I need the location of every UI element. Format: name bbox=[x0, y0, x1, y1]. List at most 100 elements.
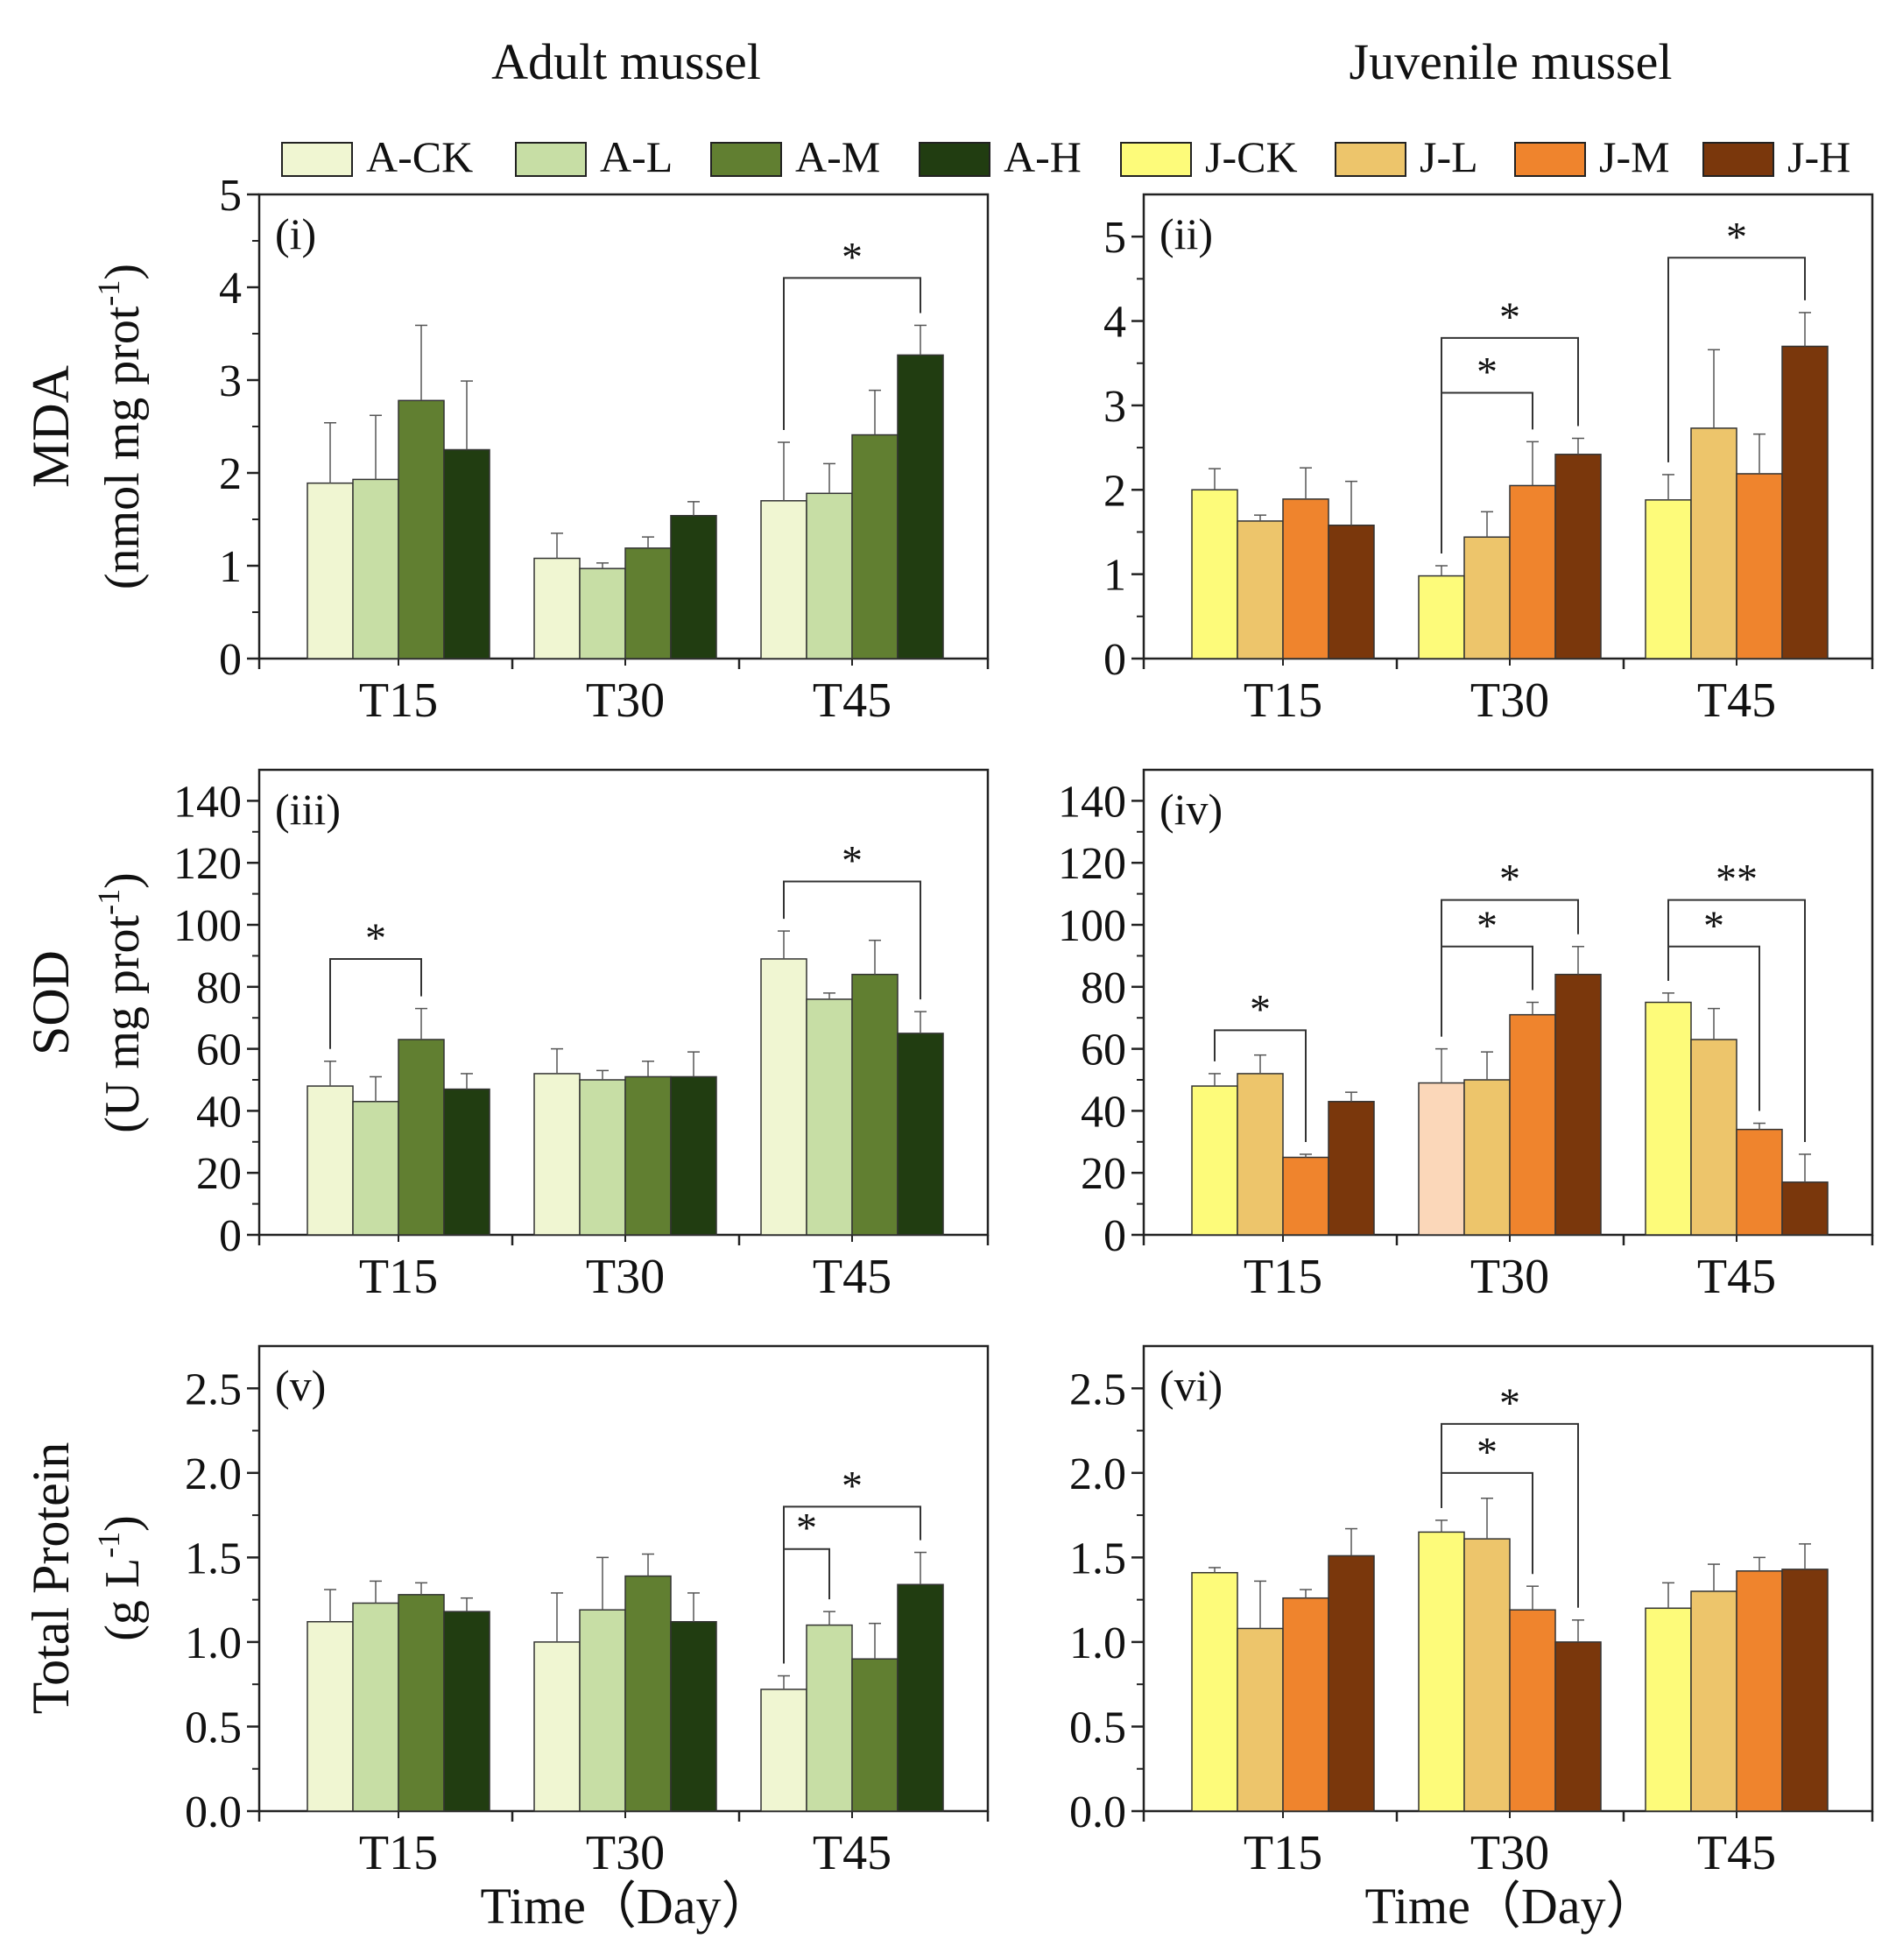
legend-swatch-a-ck bbox=[281, 142, 353, 177]
bar-a-m-t45 bbox=[851, 434, 899, 659]
panel-1: 0 1 2 3 4 5 T15 T30 T45 * (i) bbox=[219, 171, 990, 728]
significance-label: * bbox=[1703, 903, 1724, 949]
y-tick-label: 140 bbox=[1058, 777, 1126, 827]
bar-a-ck-t15 bbox=[307, 1085, 354, 1236]
bar-j-h-t15 bbox=[1328, 1101, 1375, 1236]
y-tick-label: 100 bbox=[173, 901, 242, 951]
bar-j-ck-t15 bbox=[1191, 1085, 1238, 1236]
bar-j-ck-t30 bbox=[1418, 1531, 1465, 1812]
x-tick-label-t30: T30 bbox=[1470, 1826, 1549, 1880]
y-tick-label: 80 bbox=[196, 963, 242, 1013]
legend-label-a-h: A-H bbox=[1004, 132, 1082, 181]
y-tick-label: 1.0 bbox=[1069, 1618, 1126, 1668]
x-tick-label-t45: T45 bbox=[813, 1826, 892, 1880]
bar-j-ck-t15 bbox=[1191, 1571, 1238, 1812]
bar-a-ck-t30 bbox=[533, 557, 581, 659]
unit-text: (U mg prot bbox=[95, 914, 150, 1132]
legend-swatch-a-h bbox=[919, 142, 990, 177]
y-tick-label: 60 bbox=[196, 1026, 242, 1075]
x-tick-label-t30: T30 bbox=[586, 673, 665, 728]
legend-swatch-a-m bbox=[710, 142, 782, 177]
bar-a-h-t45 bbox=[897, 354, 944, 659]
significance-label: * bbox=[842, 234, 863, 280]
significance-label: * bbox=[365, 915, 386, 962]
significance-label: * bbox=[1499, 857, 1520, 903]
y-tick-label: 1.5 bbox=[185, 1533, 242, 1583]
x-tick-label-t15: T15 bbox=[1244, 1250, 1322, 1304]
bar-j-h-t30 bbox=[1554, 1641, 1602, 1812]
significance-bracket bbox=[1441, 1422, 1579, 1608]
x-tick-label-t15: T15 bbox=[1244, 1826, 1322, 1880]
x-tick-label-t45: T45 bbox=[1697, 673, 1776, 728]
y-tick-label: 80 bbox=[1081, 963, 1126, 1013]
row-labels: MDA (nmol mg prot-1)SOD (U mg prot-1)Total… bbox=[22, 264, 150, 1714]
x-tick-label-t45: T45 bbox=[813, 673, 892, 728]
y-tick-label: 0.5 bbox=[185, 1703, 242, 1752]
y-tick-label: 0.5 bbox=[1069, 1703, 1126, 1752]
bar-j-m-t15 bbox=[1282, 1156, 1329, 1236]
juvenile-mussel-title: Juvenile mussel bbox=[1350, 33, 1673, 90]
x-tick-label-t15: T15 bbox=[1244, 673, 1322, 728]
y-tick-label: 60 bbox=[1081, 1026, 1126, 1075]
bar-j-ck-t15 bbox=[1191, 489, 1238, 659]
x-tick-label-t15: T15 bbox=[359, 673, 438, 728]
y-tick-label: 4 bbox=[1103, 298, 1126, 348]
unit-superscript: -1 bbox=[91, 280, 126, 307]
unit-text: (nmol mg prot bbox=[95, 306, 150, 589]
significance-label: * bbox=[1499, 294, 1520, 341]
bar-a-l-t45 bbox=[806, 1624, 853, 1812]
bar-j-l-t45 bbox=[1690, 1590, 1737, 1812]
legend-swatch-j-ck bbox=[1120, 142, 1192, 177]
bar-a-l-t45 bbox=[806, 492, 853, 659]
panel-3: 0 20 40 60 80 100 120 140 T15 T30 T45 * * (iii) bbox=[173, 768, 990, 1304]
significance-label: * bbox=[1477, 349, 1498, 395]
significance-label: * bbox=[1250, 986, 1271, 1033]
bar-a-ck-t30 bbox=[533, 1073, 581, 1236]
bar-a-h-t30 bbox=[670, 515, 717, 659]
x-tick-label-t30: T30 bbox=[586, 1826, 665, 1880]
bar-j-h-t45 bbox=[1781, 345, 1829, 659]
panel-5: 0.0 0.5 1.0 1.5 2.0 2.5 T15 T30 T45 * * (v) bbox=[185, 1344, 990, 1880]
significance-label: * bbox=[1477, 1429, 1498, 1476]
significance-label: * bbox=[796, 1505, 817, 1552]
bar-a-m-t15 bbox=[398, 1039, 445, 1236]
x-tick-label-t45: T45 bbox=[813, 1250, 892, 1304]
significance-label: ** bbox=[1716, 857, 1758, 903]
bar-j-l-t45 bbox=[1690, 1039, 1737, 1236]
bar-j-ck-t45 bbox=[1645, 1001, 1692, 1236]
y-tick-label: 2.0 bbox=[1069, 1449, 1126, 1499]
panel-label: (vi) bbox=[1159, 1361, 1223, 1410]
panel-label: (iii) bbox=[275, 785, 341, 834]
row-label-mda: MDA bbox=[22, 365, 80, 488]
bar-a-h-t15 bbox=[443, 448, 490, 659]
bar-a-m-t30 bbox=[624, 547, 672, 659]
y-tick-label: 0.0 bbox=[1069, 1787, 1126, 1837]
y-tick-label: 2 bbox=[1103, 466, 1126, 516]
y-tick-label: 0 bbox=[219, 1211, 242, 1261]
x-tick-label-t15: T15 bbox=[359, 1826, 438, 1880]
bar-j-ck-t30 bbox=[1418, 1082, 1465, 1236]
legend-swatch-j-h bbox=[1702, 142, 1774, 177]
legend-swatch-j-l bbox=[1335, 142, 1406, 177]
x-tick-label-t45: T45 bbox=[1697, 1250, 1776, 1304]
y-tick-label: 20 bbox=[1081, 1149, 1126, 1199]
panel-label: (v) bbox=[275, 1361, 326, 1410]
significance-bracket bbox=[329, 957, 422, 1049]
significance-bracket bbox=[1441, 336, 1579, 553]
legend-label-j-l: J-L bbox=[1420, 132, 1478, 181]
y-tick-label: 120 bbox=[173, 839, 242, 889]
bar-a-h-t45 bbox=[897, 1033, 944, 1236]
significance-bracket bbox=[1214, 1029, 1307, 1142]
bar-a-l-t15 bbox=[352, 478, 399, 659]
bar-a-h-t15 bbox=[443, 1611, 490, 1812]
y-tick-label: 2.0 bbox=[185, 1449, 242, 1499]
y-tick-label: 1.0 bbox=[185, 1618, 242, 1668]
significance-bracket bbox=[783, 1505, 921, 1664]
bar-a-l-t15 bbox=[352, 1101, 399, 1236]
bar-a-m-t15 bbox=[398, 399, 445, 659]
significance-label: * bbox=[1499, 1380, 1520, 1427]
bar-a-l-t15 bbox=[352, 1602, 399, 1812]
bar-j-m-t30 bbox=[1509, 484, 1556, 659]
